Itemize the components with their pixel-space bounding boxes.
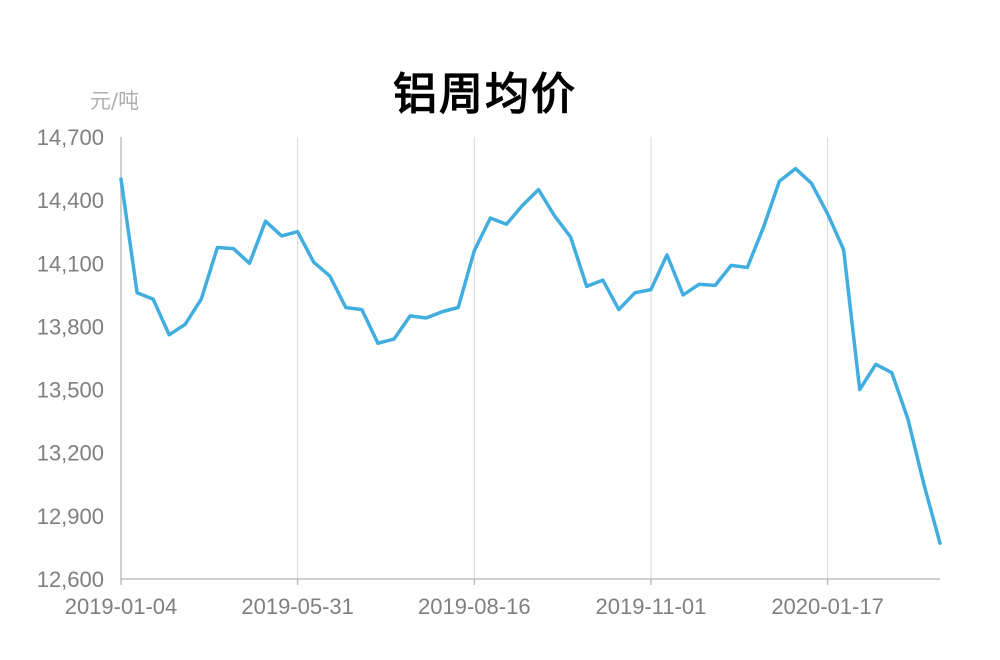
y-axis-unit: 元/吨 [90, 89, 140, 113]
y-tick-label: 13,500 [37, 378, 104, 403]
y-tick-label: 12,600 [37, 567, 104, 592]
y-tick-label: 14,400 [37, 188, 104, 213]
y-tick-label: 12,900 [37, 504, 104, 529]
x-tick-label: 2019-01-04 [65, 594, 178, 619]
y-tick-label: 13,200 [37, 441, 104, 466]
y-tick-label: 14,700 [37, 125, 104, 150]
x-tick-label: 2020-01-17 [771, 594, 884, 619]
x-tick-label: 2019-08-16 [418, 594, 531, 619]
chart-title: 铝周均价 [393, 69, 577, 120]
y-tick-label: 14,100 [37, 251, 104, 276]
x-tick-label: 2019-05-31 [241, 594, 354, 619]
y-tick-label: 13,800 [37, 314, 104, 339]
x-tick-label: 2019-11-01 [595, 594, 706, 619]
series-line [119, 166, 942, 545]
